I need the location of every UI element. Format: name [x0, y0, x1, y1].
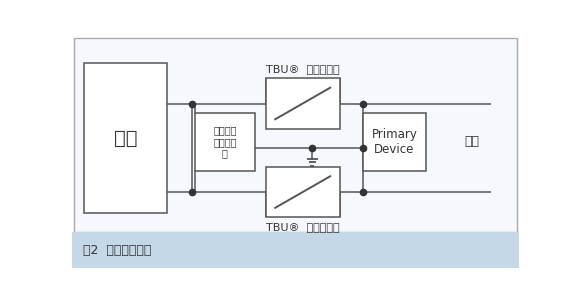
Bar	[84, 63, 167, 213]
Bar	[194, 113, 255, 171]
Text: 设备: 设备	[114, 129, 137, 148]
Text: TBU®  高速保护器: TBU® 高速保护器	[266, 64, 339, 74]
Bar	[72, 232, 519, 268]
Bar	[74, 39, 517, 232]
Text: Primary
Device: Primary Device	[372, 128, 418, 156]
Text: TBU®  高速保护器: TBU® 高速保护器	[266, 222, 339, 232]
Text: 电压瞬变
抑制二极
管: 电压瞬变 抑制二极 管	[213, 126, 237, 159]
Text: 接口: 接口	[464, 135, 479, 148]
Bar	[266, 79, 339, 129]
Text: 图2  三级防护方案: 图2 三级防护方案	[83, 244, 151, 257]
Bar	[266, 167, 339, 217]
Bar	[363, 113, 426, 171]
